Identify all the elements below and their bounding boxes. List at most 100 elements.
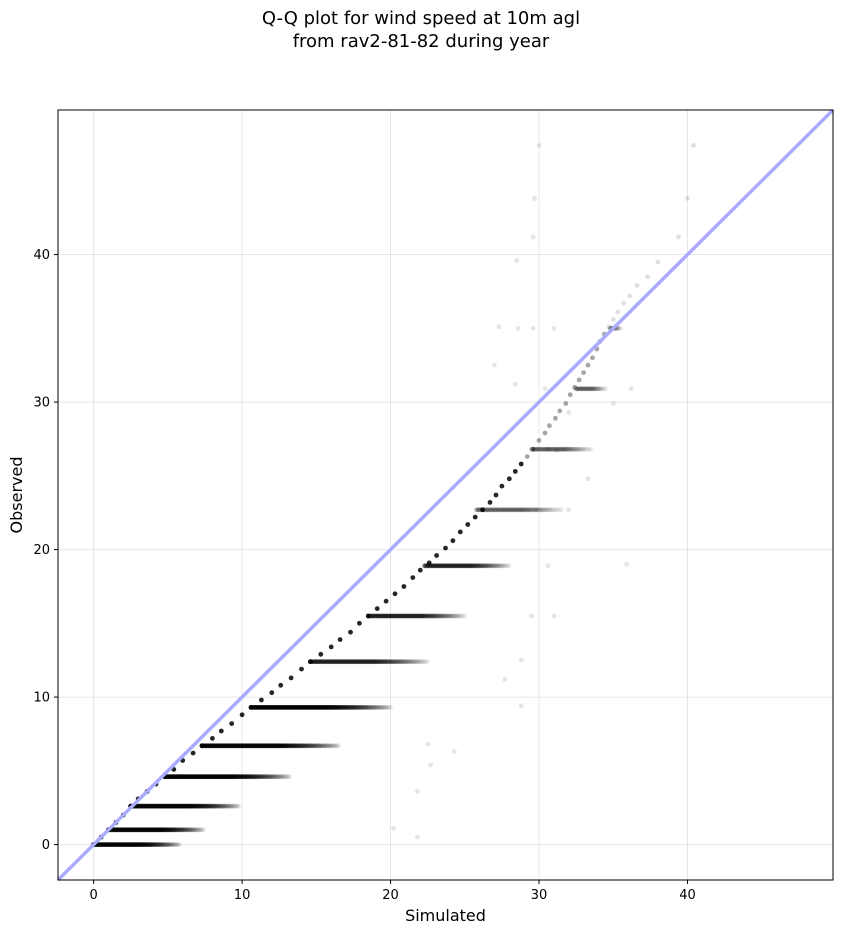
band-point xyxy=(208,803,214,809)
band-point xyxy=(472,563,477,569)
band-point xyxy=(517,507,523,513)
band-point xyxy=(509,507,514,513)
edge-point xyxy=(480,507,485,513)
band-point xyxy=(226,803,232,809)
band-point xyxy=(494,507,499,513)
band-point xyxy=(259,774,265,780)
band-point xyxy=(262,774,268,780)
band-point xyxy=(231,803,237,809)
band-point xyxy=(503,563,509,569)
band-point xyxy=(470,563,476,569)
band-point xyxy=(199,827,205,833)
band-point xyxy=(529,446,534,452)
band-point xyxy=(388,659,394,665)
band-point xyxy=(303,743,309,749)
edge-point xyxy=(506,476,512,482)
band-point xyxy=(387,659,393,665)
x-tick-label: 10 xyxy=(234,888,251,903)
band-point xyxy=(577,446,582,452)
band-point xyxy=(544,507,549,513)
band-point xyxy=(544,446,549,452)
band-point xyxy=(499,507,504,513)
band-point xyxy=(442,613,448,619)
band-point xyxy=(196,827,202,833)
edge-point xyxy=(299,666,304,672)
band-point xyxy=(505,507,511,513)
band-point xyxy=(473,563,479,569)
band-point xyxy=(455,613,461,619)
band-point xyxy=(223,803,229,809)
edge-point xyxy=(328,644,334,650)
band-point xyxy=(577,386,582,392)
band-point xyxy=(580,386,586,392)
x-axis-label: Simulated xyxy=(405,906,486,925)
edge-point xyxy=(512,469,518,474)
edge-point xyxy=(248,705,254,710)
y-tick-label: 10 xyxy=(33,691,50,706)
outlier-point xyxy=(515,325,521,331)
band-point xyxy=(217,803,222,809)
band-point xyxy=(547,507,553,513)
edge-point xyxy=(229,721,235,726)
band-point xyxy=(368,705,374,710)
band-point xyxy=(475,507,481,513)
band-point xyxy=(386,705,392,710)
edge-point xyxy=(487,500,493,505)
band-point xyxy=(540,446,546,452)
band-point xyxy=(225,803,231,809)
band-point xyxy=(495,563,501,569)
band-point xyxy=(256,774,261,780)
band-point xyxy=(563,446,569,452)
edge-point xyxy=(465,522,471,527)
band-point xyxy=(213,803,219,809)
band-point xyxy=(457,613,463,619)
band-point xyxy=(495,507,501,513)
band-point xyxy=(540,507,546,513)
band-point xyxy=(537,446,543,452)
edge-point xyxy=(553,415,558,421)
band-point xyxy=(285,774,291,780)
band-point xyxy=(425,659,431,665)
band-point xyxy=(184,827,190,833)
band-point xyxy=(376,705,382,710)
band-point xyxy=(600,386,605,392)
band-point xyxy=(484,507,489,513)
band-point xyxy=(497,563,502,569)
band-point xyxy=(423,659,429,665)
band-point xyxy=(520,507,526,513)
outlier-point xyxy=(566,410,572,415)
band-point xyxy=(537,507,543,513)
band-point xyxy=(373,705,379,710)
band-point xyxy=(562,446,567,452)
outlier-point xyxy=(536,143,542,148)
band-point xyxy=(313,743,318,749)
y-tick-label: 20 xyxy=(33,543,50,558)
edge-point xyxy=(392,591,398,597)
band-point xyxy=(519,507,524,513)
band-point xyxy=(311,743,317,749)
band-point xyxy=(567,446,572,452)
edge-point xyxy=(634,283,640,288)
outlier-point xyxy=(530,234,536,240)
band-point xyxy=(287,774,292,780)
band-point xyxy=(331,743,337,749)
band-point xyxy=(316,743,322,749)
band-point xyxy=(275,774,281,780)
band-point xyxy=(474,507,480,513)
outlier-point xyxy=(502,677,508,682)
band-point xyxy=(329,743,335,749)
band-point xyxy=(194,827,200,833)
band-point xyxy=(279,774,284,780)
band-point xyxy=(201,827,206,833)
band-point xyxy=(210,803,216,809)
edge-point xyxy=(374,606,380,611)
band-point xyxy=(545,446,551,452)
band-point xyxy=(529,507,534,513)
band-point xyxy=(222,803,227,809)
band-point xyxy=(590,386,595,392)
outlier-point xyxy=(518,657,524,663)
edge-point xyxy=(547,423,552,429)
band-point xyxy=(385,659,391,665)
band-point xyxy=(557,507,562,513)
